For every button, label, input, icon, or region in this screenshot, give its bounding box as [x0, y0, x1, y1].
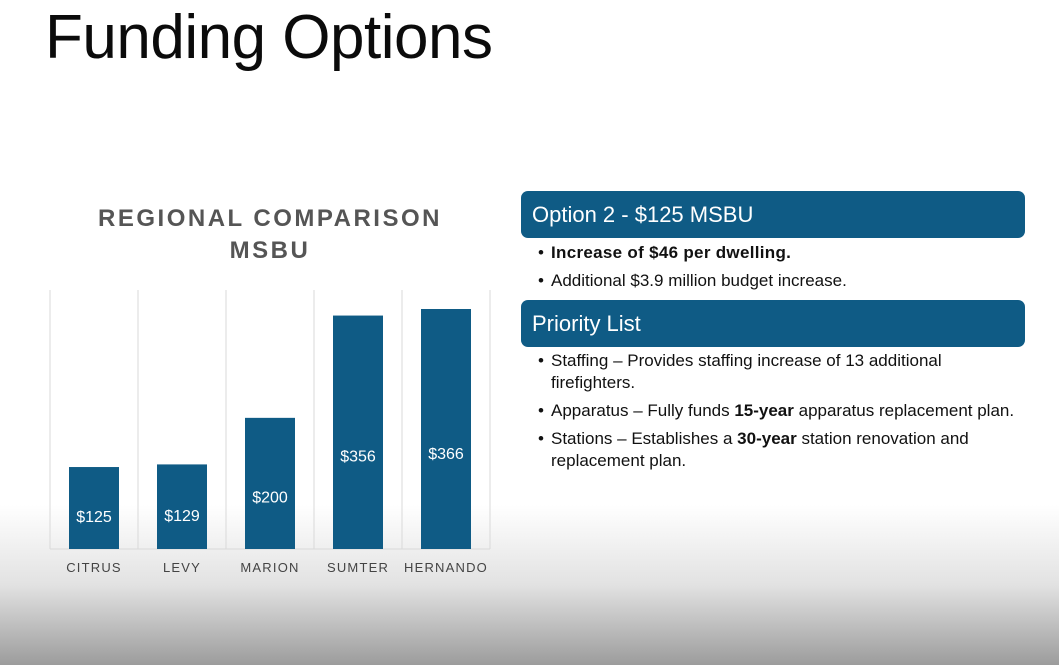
priority-bullet-list: Staffing – Provides staffing increase of…: [538, 350, 1018, 472]
category-label: SUMTER: [327, 560, 389, 575]
category-label: MARION: [240, 560, 299, 575]
chart-title: REGIONAL COMPARISON MSBU: [70, 203, 470, 267]
option-bullet-1: Increase of $46 per dwelling.: [538, 242, 1018, 264]
category-label: CITRUS: [66, 560, 122, 575]
bar-citrus: [69, 467, 119, 549]
bar-value-label: $356: [340, 449, 376, 466]
option-bullet-2: Additional $3.9 million budget increase.: [538, 270, 1018, 292]
bar-value-label: $366: [428, 446, 464, 463]
option-heading: Option 2 - $125 MSBU: [532, 202, 754, 227]
bar-value-label: $125: [76, 509, 112, 526]
bar-hernando: [421, 309, 471, 549]
priority-bullet-apparatus: Apparatus – Fully funds 15-year apparatu…: [538, 400, 1018, 422]
bar-value-label: $129: [164, 508, 200, 525]
priority-bullet-stations: Stations – Establishes a 30-year station…: [538, 428, 1018, 472]
bar-levy: [157, 464, 207, 549]
category-label: LEVY: [163, 560, 201, 575]
chart-title-line-2: MSBU: [229, 237, 311, 264]
category-label: HERNANDO: [404, 560, 488, 575]
priority-heading: Priority List: [532, 311, 641, 336]
slide-title: Funding Options: [45, 3, 493, 72]
bar-marion: [245, 417, 295, 549]
priority-bullet-staffing: Staffing – Provides staffing increase of…: [538, 350, 1018, 394]
chart-title-line-1: REGIONAL COMPARISON: [98, 205, 442, 232]
priority-banner: Priority List: [521, 300, 1025, 347]
bar-value-label: $200: [252, 490, 288, 507]
option-banner: Option 2 - $125 MSBU: [521, 191, 1025, 238]
option-bullet-list: Increase of $46 per dwelling. Additional…: [538, 242, 1018, 292]
bar-sumter: [333, 315, 383, 549]
